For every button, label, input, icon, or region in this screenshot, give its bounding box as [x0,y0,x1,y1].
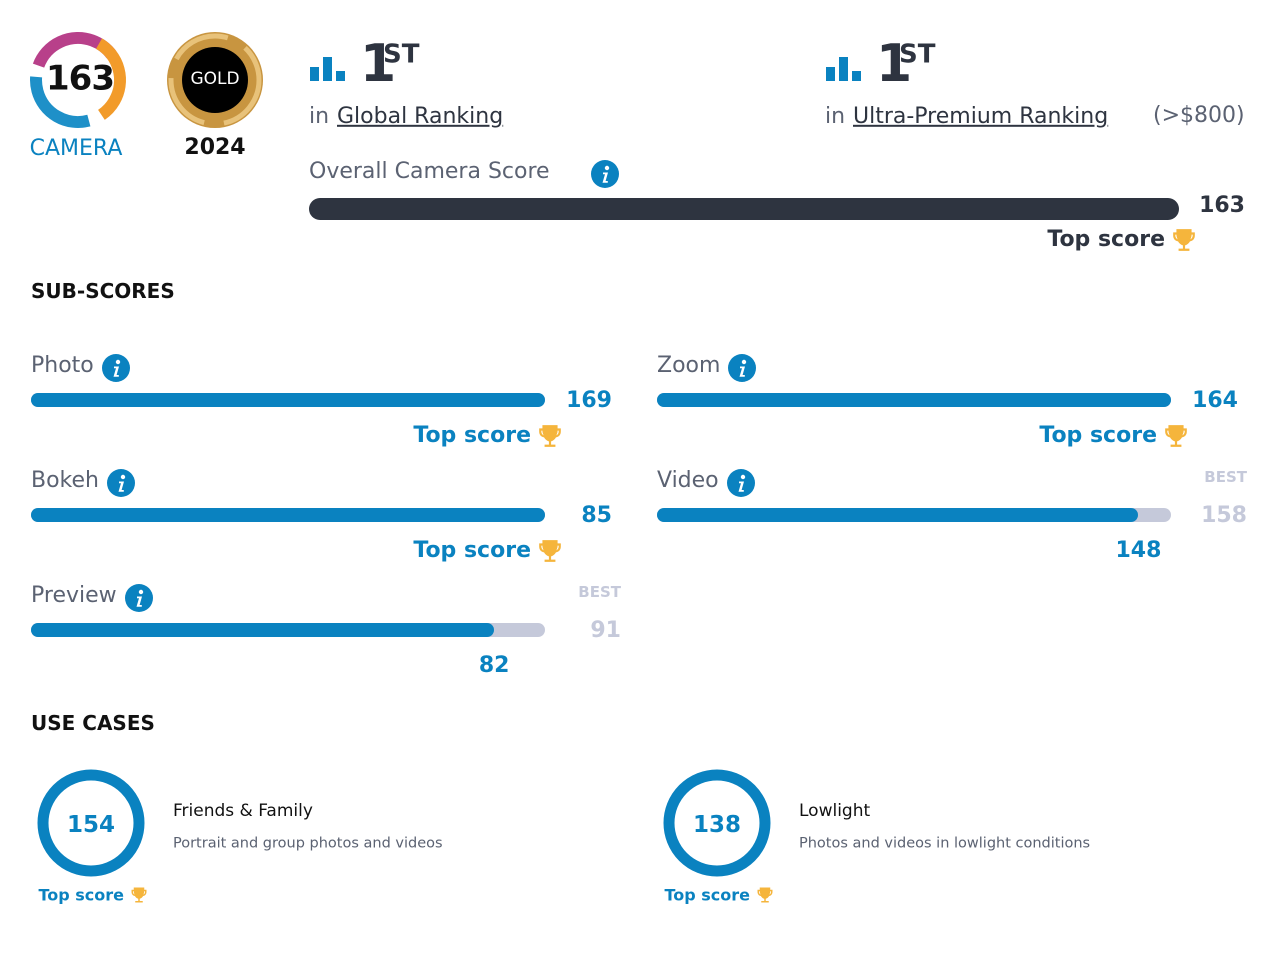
rank-number: 1 [360,33,397,94]
use-case-name: Friends & Family [173,800,313,821]
subscore-score: 82 [478,652,510,678]
subscore-bar [657,508,1139,522]
camera-badge [30,31,126,128]
subscore-score: 164 [1192,387,1238,413]
rank-prefix: in [825,103,846,129]
overall-label: Overall Camera Score [309,158,550,184]
top-score-label: Top score [413,537,531,563]
info-icon[interactable] [106,468,136,498]
section-title: SUB-SCORES [31,279,175,303]
subscore-bar [31,393,545,407]
gold-year: 2024 [184,134,246,160]
subscore-name: Preview [31,582,117,608]
trophy-icon [539,540,561,562]
trophy-icon [539,425,561,447]
subscore-score: 85 [581,502,612,528]
trophy-icon [1173,229,1195,251]
ranking-icon [826,57,861,81]
top-score-label: Top score [1047,226,1165,252]
best-score: 158 [1201,502,1247,528]
overall-bar [309,198,1179,220]
camera-label: CAMERA [29,135,123,161]
use-case-ring [37,769,145,877]
subscore-bar [31,508,545,522]
trophy-icon [131,887,147,903]
subscore-bar [31,623,495,637]
ranking-link[interactable]: Global Ranking [337,103,504,129]
use-case-score: 138 [692,812,742,839]
ranking-note: (>$800) [1153,102,1245,128]
best-label: BEST [578,583,621,601]
rank-suffix: ST [383,39,420,70]
top-score-label: Top score [38,885,124,905]
info-icon[interactable] [101,353,131,383]
info-icon[interactable] [726,468,756,498]
subscore-score: 148 [1115,537,1162,563]
trophy-icon [757,887,773,903]
info-icon[interactable] [590,159,620,189]
top-score-label: Top score [664,885,750,905]
info-icon[interactable] [124,583,154,613]
ranking-link[interactable]: Ultra-Premium Ranking [853,103,1109,129]
top-score-label: Top score [413,422,531,448]
top-score-label: Top score [1039,422,1157,448]
rank-suffix: ST [899,39,936,70]
best-label: BEST [1204,468,1247,486]
gold-badge [167,32,263,128]
use-case-ring [663,769,771,877]
use-case-description: Photos and videos in lowlight conditions [799,835,1091,852]
use-case-name: Lowlight [799,800,871,821]
best-score: 91 [590,617,621,643]
gold-label: GOLD [190,68,240,89]
rank-number: 1 [876,33,913,94]
rank-prefix: in [309,103,330,129]
subscore-bar [657,393,1171,407]
subscore-name: Photo [31,352,94,378]
section-title: USE CASES [31,711,155,735]
use-case-description: Portrait and group photos and videos [173,835,443,852]
subscore-name: Zoom [657,352,721,378]
use-case-score: 154 [66,812,116,839]
subscore-score: 169 [566,387,612,413]
camera-score: 163 [46,58,115,99]
ranking-icon [310,57,345,81]
subscore-name: Video [657,467,719,493]
info-icon[interactable] [727,353,757,383]
overall-score: 163 [1199,192,1245,218]
subscore-name: Bokeh [31,467,99,493]
trophy-icon [1165,425,1187,447]
